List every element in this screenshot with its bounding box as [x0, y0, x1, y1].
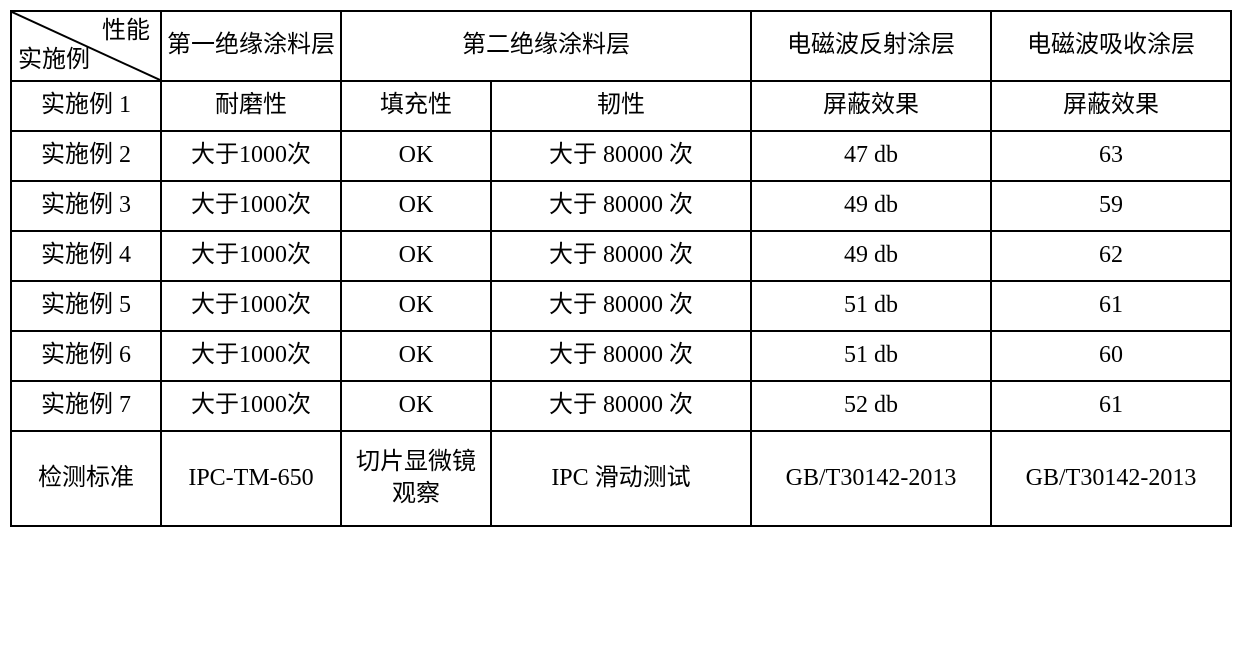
cell: 实施例 6	[11, 331, 161, 381]
diagonal-header-cell: 性能 实施例	[11, 11, 161, 81]
table-row: 实施例 2 大于1000次 OK 大于 80000 次 47 db 63	[11, 131, 1231, 181]
cell: 51 db	[751, 331, 991, 381]
data-table: 性能 实施例 第一绝缘涂料层 第二绝缘涂料层 电磁波反射涂层 电磁波吸收涂层 实…	[10, 10, 1232, 527]
table-row: 实施例 1 耐磨性 填充性 韧性 屏蔽效果 屏蔽效果	[11, 81, 1231, 131]
cell: 实施例 4	[11, 231, 161, 281]
cell: 62	[991, 231, 1231, 281]
cell: OK	[341, 131, 491, 181]
cell: 59	[991, 181, 1231, 231]
cell: 屏蔽效果	[751, 81, 991, 131]
table-row: 实施例 5 大于1000次 OK 大于 80000 次 51 db 61	[11, 281, 1231, 331]
cell: 屏蔽效果	[991, 81, 1231, 131]
cell: OK	[341, 181, 491, 231]
cell: 韧性	[491, 81, 751, 131]
header-col2-merged: 第二绝缘涂料层	[341, 11, 751, 81]
cell: 大于 80000 次	[491, 131, 751, 181]
cell: 大于 80000 次	[491, 181, 751, 231]
cell: GB/T30142-2013	[991, 431, 1231, 526]
table-header-row: 性能 实施例 第一绝缘涂料层 第二绝缘涂料层 电磁波反射涂层 电磁波吸收涂层	[11, 11, 1231, 81]
cell: OK	[341, 231, 491, 281]
cell: 47 db	[751, 131, 991, 181]
cell: IPC 滑动测试	[491, 431, 751, 526]
cell: 实施例 1	[11, 81, 161, 131]
cell: 大于1000次	[161, 331, 341, 381]
table-row: 实施例 4 大于1000次 OK 大于 80000 次 49 db 62	[11, 231, 1231, 281]
cell: 大于1000次	[161, 231, 341, 281]
cell: 51 db	[751, 281, 991, 331]
cell: 大于 80000 次	[491, 381, 751, 431]
header-col1: 第一绝缘涂料层	[161, 11, 341, 81]
cell: 大于 80000 次	[491, 281, 751, 331]
cell: 大于1000次	[161, 181, 341, 231]
cell: 实施例 3	[11, 181, 161, 231]
cell: 60	[991, 331, 1231, 381]
cell: 61	[991, 381, 1231, 431]
cell: 填充性	[341, 81, 491, 131]
table-row: 检测标准 IPC-TM-650 切片显微镜观察 IPC 滑动测试 GB/T301…	[11, 431, 1231, 526]
cell: 实施例 2	[11, 131, 161, 181]
cell: IPC-TM-650	[161, 431, 341, 526]
cell: 63	[991, 131, 1231, 181]
cell: 49 db	[751, 181, 991, 231]
diag-bottom-label: 实施例	[18, 45, 90, 76]
cell: 大于1000次	[161, 131, 341, 181]
cell: 大于 80000 次	[491, 331, 751, 381]
cell: 实施例 7	[11, 381, 161, 431]
cell: 实施例 5	[11, 281, 161, 331]
cell: 耐磨性	[161, 81, 341, 131]
cell: 检测标准	[11, 431, 161, 526]
table-row: 实施例 3 大于1000次 OK 大于 80000 次 49 db 59	[11, 181, 1231, 231]
cell: 大于1000次	[161, 281, 341, 331]
cell: 大于1000次	[161, 381, 341, 431]
cell: GB/T30142-2013	[751, 431, 991, 526]
table-row: 实施例 7 大于1000次 OK 大于 80000 次 52 db 61	[11, 381, 1231, 431]
diag-top-label: 性能	[102, 16, 150, 47]
header-col4: 电磁波反射涂层	[751, 11, 991, 81]
cell: 52 db	[751, 381, 991, 431]
cell: 切片显微镜观察	[341, 431, 491, 526]
cell: OK	[341, 281, 491, 331]
cell: OK	[341, 381, 491, 431]
cell: 大于 80000 次	[491, 231, 751, 281]
cell: OK	[341, 331, 491, 381]
cell: 61	[991, 281, 1231, 331]
table-row: 实施例 6 大于1000次 OK 大于 80000 次 51 db 60	[11, 331, 1231, 381]
header-col5: 电磁波吸收涂层	[991, 11, 1231, 81]
cell: 49 db	[751, 231, 991, 281]
